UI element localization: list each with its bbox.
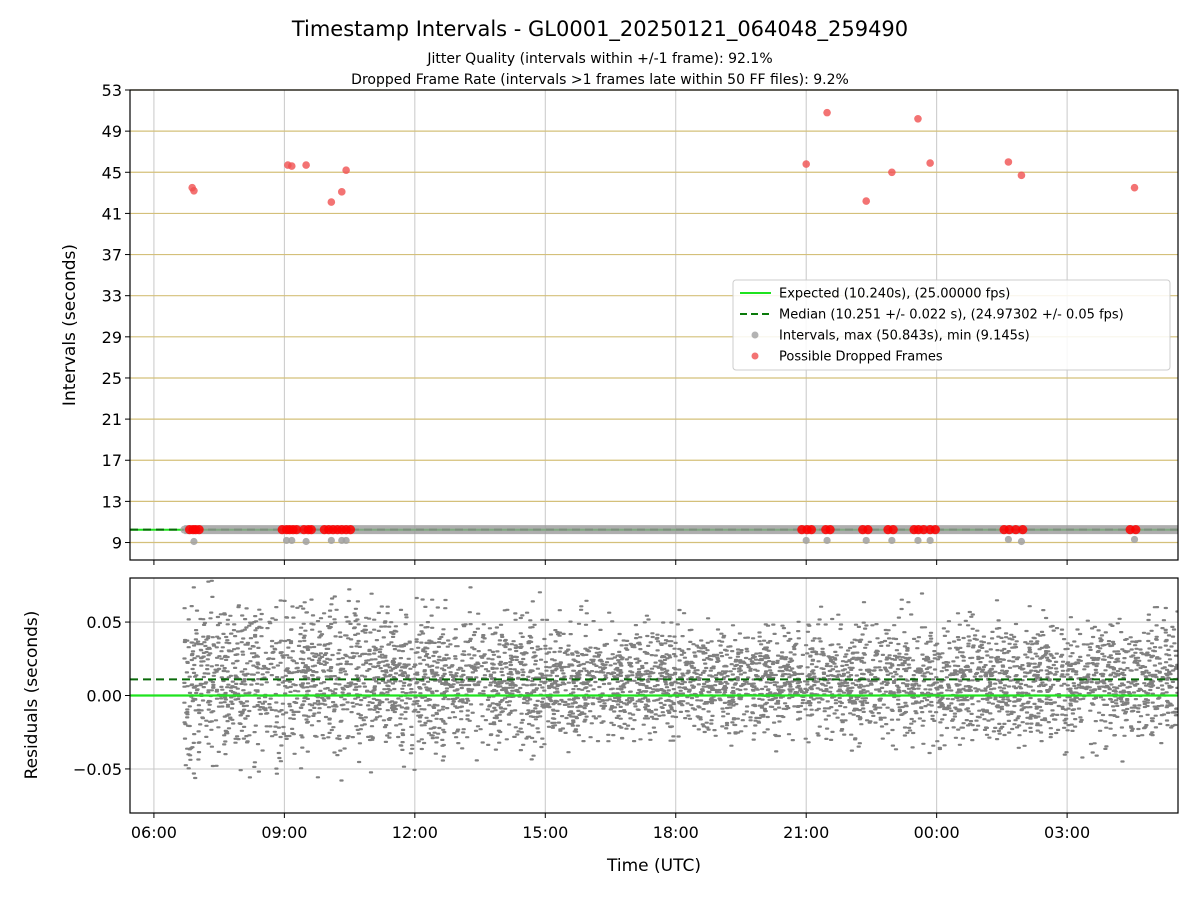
dropped-frame-point <box>919 525 929 535</box>
interval-point <box>327 536 335 545</box>
legend-entry-label: Intervals, max (50.843s), min (9.145s) <box>779 329 1030 344</box>
residuals-y-tick-label: 0.00 <box>86 687 122 706</box>
intervals-y-tick-label: 49 <box>102 122 122 141</box>
dropped-frame-point <box>888 525 898 535</box>
x-tick-label: 15:00 <box>522 823 568 842</box>
legend-entry-label: Possible Dropped Frames <box>779 350 943 365</box>
dropped-frame-point <box>863 525 873 535</box>
dropped-frame-point <box>1131 525 1141 535</box>
intervals-y-tick-label: 41 <box>102 204 122 223</box>
intervals-ticks: 9 13 17 21 25 29 33 37 41 45 49 53 <box>102 81 1068 565</box>
dropped-frame-point <box>888 168 896 177</box>
intervals-panel: 9 13 17 21 25 29 33 37 41 45 49 53 Intervals (secon… <box>60 81 1179 565</box>
intervals-points <box>180 108 1178 546</box>
legend: Expected (10.240s), (25.00000 fps) Median… <box>732 279 1171 371</box>
interval-point <box>888 536 896 545</box>
residuals-ticks: 06:00 09:00 12:00 15:00 18:00 21:00 00:00 03:00… <box>73 613 1090 842</box>
residuals-reference-lines <box>130 678 1178 697</box>
dropped-frame-point <box>926 159 934 167</box>
chart-subtitle-jitter: Jitter Quality (intervals within +/-1 fr… <box>426 51 772 67</box>
interval-point <box>190 537 198 546</box>
intervals-y-tick-label: 33 <box>102 287 122 306</box>
intervals-y-tick-label: 9 <box>112 534 122 553</box>
intervals-y-tick-label: 17 <box>102 451 122 470</box>
legend-box <box>732 279 1171 371</box>
dropped-frame-point <box>302 161 310 169</box>
intervals-y-tick-label: 25 <box>102 369 122 388</box>
residuals-panel: 06:00 09:00 12:00 15:00 18:00 21:00 00:00 03:00… <box>22 577 1179 876</box>
x-tick-label: 18:00 <box>653 823 699 842</box>
interval-point <box>1017 537 1026 546</box>
legend-marker-swatch <box>751 352 759 360</box>
residuals-points <box>182 579 1178 782</box>
dropped-frame-point <box>287 162 296 170</box>
dropped-frame-point <box>914 114 922 123</box>
dropped-frame-point <box>823 108 831 117</box>
intervals-y-tick-label: 13 <box>102 492 122 511</box>
interval-point <box>823 536 831 545</box>
intervals-frame <box>129 89 1179 561</box>
dropped-frame-point <box>291 525 302 535</box>
dropped-frame-point <box>930 525 940 535</box>
dropped-frame-point <box>806 525 817 535</box>
residuals-y-axis-label: Residuals (seconds) <box>22 611 42 780</box>
interval-point <box>914 536 922 545</box>
interval-point <box>1004 535 1013 544</box>
interval-point <box>342 536 350 545</box>
dropped-frame-point <box>342 166 350 175</box>
intervals-y-axis-label: Intervals (seconds) <box>60 244 80 406</box>
dropped-frame-point <box>190 186 198 195</box>
x-tick-label: 12:00 <box>392 823 438 842</box>
intervals-y-tick-label: 37 <box>102 246 122 265</box>
dropped-frame-point <box>862 197 871 205</box>
x-tick-label: 06:00 <box>131 823 177 842</box>
dropped-frame-point <box>345 525 356 535</box>
residuals-y-tick-label: −0.05 <box>73 760 122 779</box>
x-tick-label: 00:00 <box>914 823 960 842</box>
dropped-frame-point <box>327 198 336 206</box>
dropped-frame-point <box>802 160 810 168</box>
dropped-frame-point <box>194 525 204 535</box>
dropped-frame-point <box>1018 525 1028 535</box>
dropped-frame-point <box>1130 183 1139 192</box>
dropped-frame-point <box>1004 158 1013 166</box>
dropped-frame-point <box>1011 525 1021 535</box>
interval-point <box>1130 535 1139 544</box>
residual-points <box>182 579 1178 782</box>
x-tick-label: 09:00 <box>261 823 307 842</box>
interval-point <box>862 536 870 545</box>
intervals-y-tick-label: 21 <box>102 410 122 429</box>
dropped-frame-point <box>825 525 835 535</box>
x-tick-label: 21:00 <box>783 823 829 842</box>
dropped-frame-point <box>1017 171 1026 180</box>
intervals-y-tick-label: 45 <box>102 163 122 182</box>
x-axis-label: Time (UTC) <box>606 856 701 876</box>
legend-entry-label: Median (10.251 +/- 0.022 s), (24.97302 +… <box>779 308 1124 323</box>
interval-point <box>282 536 291 545</box>
residuals-y-tick-label: 0.05 <box>86 613 122 632</box>
dropped-frame-point <box>306 525 316 535</box>
dropped-frame-point <box>337 188 346 196</box>
chart-subtitle-dropped: Dropped Frame Rate (intervals >1 frames … <box>351 72 849 88</box>
interval-point <box>926 536 934 545</box>
legend-entry-label: Expected (10.240s), (25.00000 fps) <box>779 287 1010 302</box>
chart-title: Timestamp Intervals - GL0001_20250121_06… <box>291 17 908 42</box>
intervals-y-tick-label: 53 <box>102 81 122 100</box>
legend-marker-swatch <box>751 331 759 339</box>
interval-point <box>302 537 310 546</box>
x-tick-label: 03:00 <box>1044 823 1090 842</box>
dropped-frame-point <box>1004 525 1014 535</box>
intervals-y-tick-label: 29 <box>102 328 122 347</box>
interval-point <box>802 536 810 545</box>
interval-point <box>288 536 296 545</box>
